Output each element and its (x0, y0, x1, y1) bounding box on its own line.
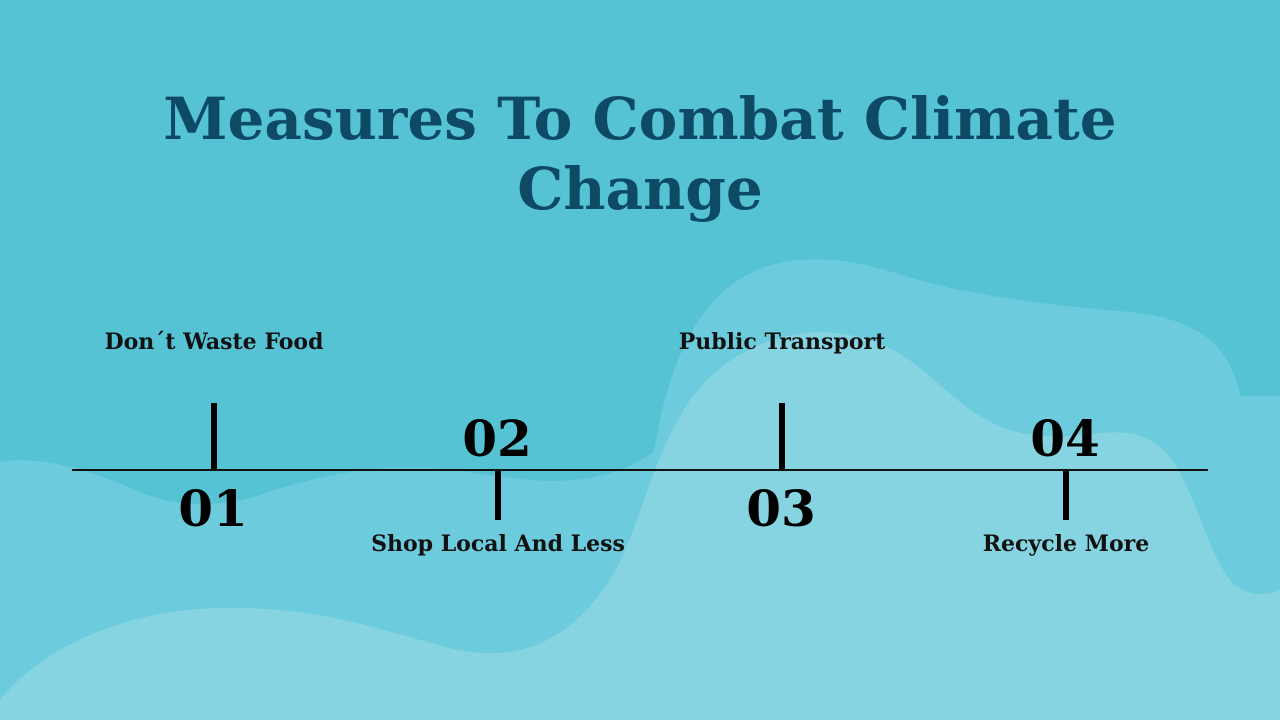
timeline-tick-03 (779, 403, 785, 469)
step-number-04: 04 (1030, 409, 1100, 468)
timeline-tick-04 (1063, 471, 1069, 520)
timeline-axis (72, 469, 1208, 471)
step-number-03: 03 (746, 479, 816, 538)
step-label-01: Don´t Waste Food (104, 329, 324, 355)
step-label-03: Public Transport (678, 329, 886, 355)
step-label-04: Recycle More (982, 531, 1150, 557)
step-number-02: 02 (462, 409, 532, 468)
timeline-tick-02 (495, 471, 501, 520)
slide-title: Measures To Combat Climate Change (163, 85, 1117, 223)
wave-front-shape (0, 332, 1280, 720)
step-number-01: 01 (178, 479, 248, 538)
step-label-02: Shop Local And Less (371, 531, 625, 557)
timeline-tick-01 (211, 403, 217, 469)
